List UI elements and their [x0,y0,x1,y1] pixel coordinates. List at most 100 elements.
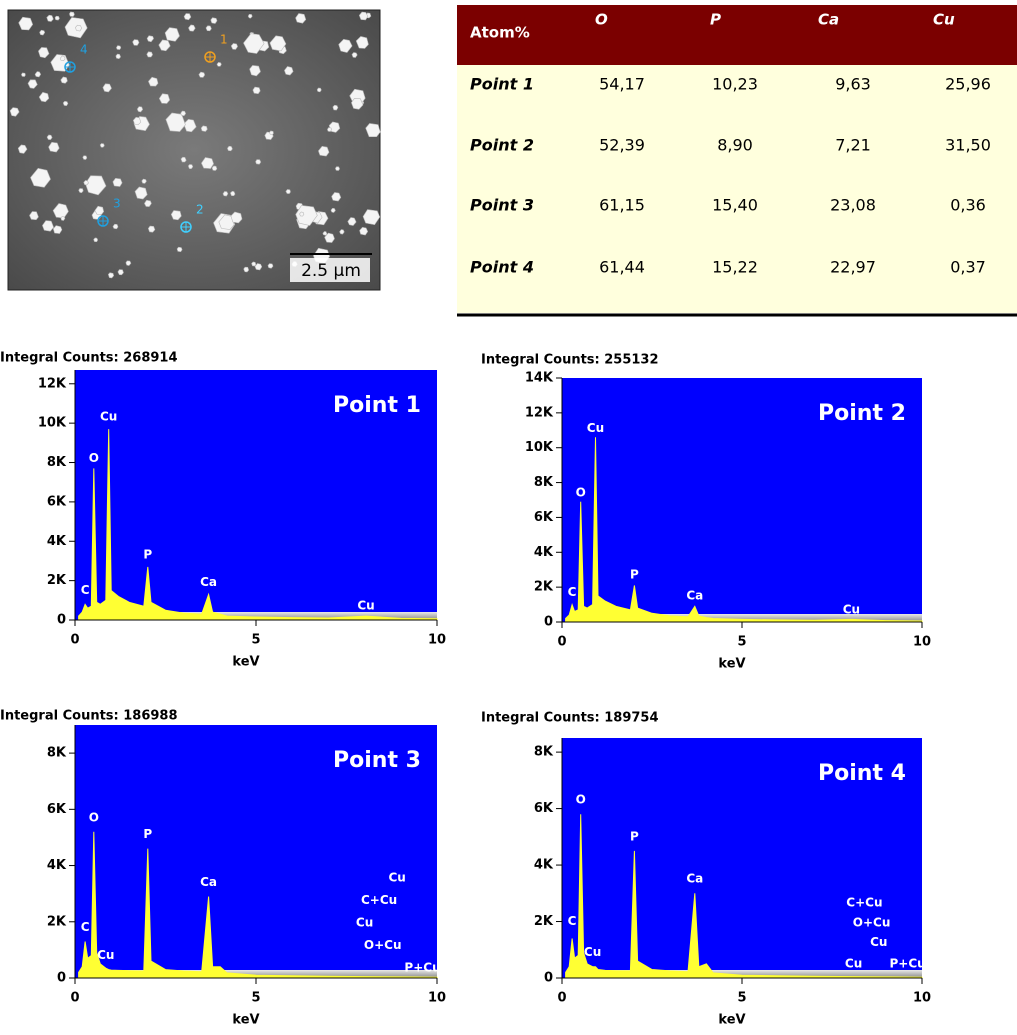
y-tick-label: 12K [38,376,67,391]
particle [201,157,214,169]
particle [355,36,369,49]
scale-bar-label: 2.5 µm [301,261,361,281]
peak-label: Cu [357,599,374,613]
x-tick-label: 5 [737,635,746,650]
particle [132,39,140,46]
peak-label: P [630,829,639,843]
particle [60,216,66,221]
particle [60,76,68,84]
particle [136,106,144,113]
point-label: Point 3 [333,748,421,773]
particle [82,155,88,160]
peak-label: O [89,451,99,465]
particle [180,110,187,117]
table-cell: 25,96 [945,75,991,94]
particle [78,188,84,194]
particle [230,211,243,224]
x-tick-label: 0 [70,991,79,1006]
table-cell: 61,44 [599,258,645,277]
table-cell: 52,39 [599,136,645,155]
y-tick-label: 8K [47,746,67,761]
particle [38,47,50,59]
particle [164,27,180,42]
y-tick-label: 2K [534,580,554,595]
particle [205,25,212,32]
table-cell: 7,21 [835,136,871,155]
particle [255,159,262,165]
chart-title: Integral Counts: 255132 [481,353,659,368]
spectrum [565,814,923,979]
particle [62,100,69,107]
table-cell: 10,23 [712,75,758,94]
particle [252,86,261,95]
y-tick-label: 0 [57,613,66,628]
particle [38,91,50,103]
particle [249,65,261,77]
particle [295,205,318,226]
particle [200,125,208,132]
spectrum [78,831,438,979]
y-tick-label: 0 [544,971,553,986]
particle [285,189,291,194]
particle [269,35,287,52]
particle [247,13,253,19]
peak-label: O [576,486,586,500]
peak-label: Ca [686,588,703,602]
y-tick-label: 12K [525,405,554,420]
peak-label: P [143,827,152,841]
peak-label: Cu [870,935,887,949]
particle [269,130,274,136]
peak-label: O [576,793,586,807]
point-label: Point 4 [818,761,906,786]
particle [318,145,330,157]
table-cell: 15,40 [712,196,758,215]
particle [358,11,369,21]
particle [48,141,60,153]
particle [216,61,222,67]
y-tick-label: 14K [525,371,554,386]
plot-background [75,370,437,620]
peak-label: Ca [200,875,217,889]
scale-bar-bg [290,258,370,282]
point-label: 3 [113,197,121,211]
particle [39,29,46,36]
plot-background [75,725,437,978]
spectrum [565,437,923,623]
table-cell: 8,90 [717,136,753,155]
particle [347,217,357,226]
particle [117,269,124,276]
y-tick-label: 0 [544,615,553,630]
particle [210,17,218,24]
particle [75,24,83,32]
x-tick-label: 10 [428,633,446,648]
peak-label: P+Cu [404,961,440,975]
particle [327,127,333,132]
particle [180,156,187,163]
y-tick-label: 2K [534,914,554,929]
row-label: Point 4 [470,258,534,277]
x-axis-label: keV [232,1013,259,1028]
y-tick-label: 8K [534,475,554,490]
y-tick-label: 4K [47,858,67,873]
particle [69,11,75,17]
chart-title: Integral Counts: 189754 [481,711,659,726]
table-body-bg [457,65,1017,313]
sem-image: 1 2 3 4 2.5 µm [7,9,381,291]
table-header: Ca [818,11,839,29]
particle [267,263,274,269]
particle [59,55,66,62]
peak-label: P [143,548,152,562]
particle [359,226,369,236]
table-header: P [710,11,721,29]
point-label: Point 1 [333,393,421,418]
particle [176,246,183,253]
particle [83,180,89,186]
particle [243,266,250,273]
particle [146,51,153,58]
x-tick-label: 5 [251,633,260,648]
table-cell: 0,37 [950,258,986,277]
table-cell: 31,50 [945,136,991,155]
particle [134,186,148,200]
peak-label: C [81,920,90,934]
